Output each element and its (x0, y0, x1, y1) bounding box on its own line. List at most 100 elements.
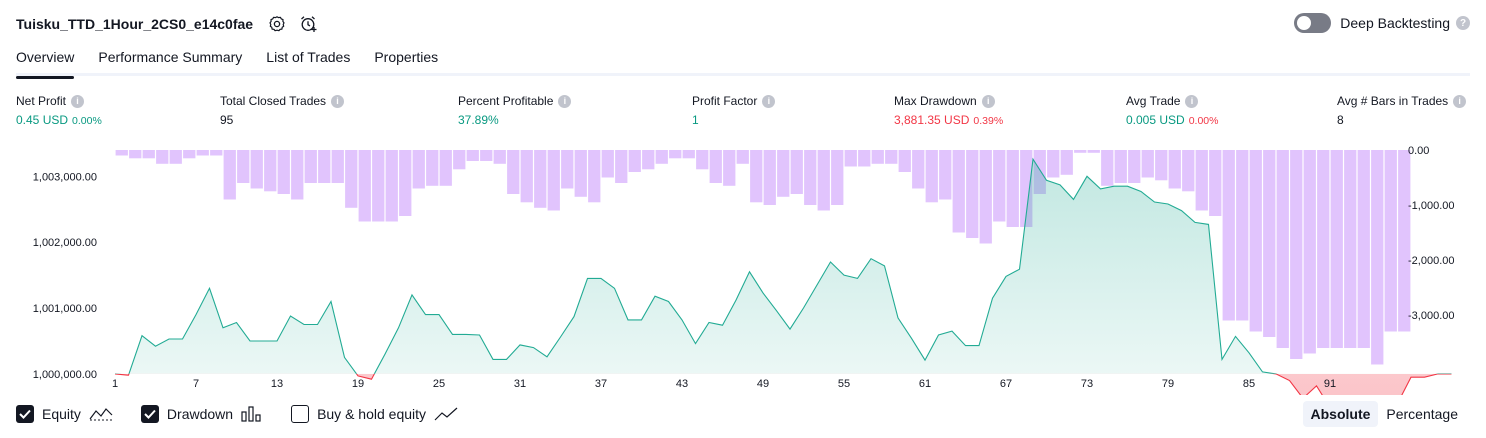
drawdown-bar (156, 150, 169, 164)
drawdown-bar (223, 150, 236, 200)
drawdown-bar (493, 150, 506, 164)
drawdown-bar (331, 150, 344, 183)
buy-hold-checkbox[interactable] (291, 405, 310, 423)
stat-label: Avg Trade (1126, 94, 1181, 108)
drawdown-bar (1344, 150, 1357, 348)
stat-label: Net Profit (16, 94, 67, 108)
x-tick-label: 7 (193, 378, 199, 390)
x-tick-label: 31 (514, 378, 526, 390)
drawdown-bar (669, 150, 682, 159)
stat-value: 0.005 USD (1126, 113, 1185, 127)
drawdown-bar (1047, 150, 1060, 178)
drawdown-bar (372, 150, 385, 222)
drawdown-bar (1060, 150, 1073, 175)
x-tick-label: 67 (1000, 378, 1012, 390)
drawdown-bar (750, 150, 763, 203)
drawdown-bar (1330, 150, 1343, 348)
drawdown-bar (426, 150, 439, 186)
drawdown-bar (439, 150, 452, 186)
stat-percent: 0.00% (72, 115, 102, 127)
stat-value: 37.89% (458, 113, 499, 127)
info-icon[interactable]: i (558, 94, 572, 108)
tab-performance-summary[interactable]: Performance Summary (98, 49, 243, 65)
drawdown-bar (1209, 150, 1222, 216)
drawdown-bar (547, 150, 560, 211)
info-icon[interactable]: i (762, 94, 776, 108)
drawdown-bar (466, 150, 479, 161)
x-tick-label: 61 (919, 378, 931, 390)
drawdown-bar (534, 150, 547, 208)
stat-label: Percent Profitable (458, 94, 554, 108)
right-tick-label: -3,000.00 (1408, 310, 1454, 322)
drawdown-bar (1141, 150, 1154, 178)
x-tick-label: 43 (676, 378, 688, 390)
legend-label: Buy & hold equity (317, 406, 427, 422)
drawdown-bar (925, 150, 938, 203)
equity-line (115, 157, 1452, 374)
settings-gear-icon[interactable] (267, 14, 287, 34)
drawdown-bar (1128, 150, 1141, 183)
drawdown-bar (1222, 150, 1235, 321)
absolute-button[interactable]: Absolute (1302, 401, 1379, 427)
drawdown-bar (912, 150, 925, 189)
equity-drawdown-chart[interactable]: 1,003,000.00 1,002,000.00 1,001,000.00 1,00… (0, 140, 1486, 395)
drawdown-bar (696, 150, 709, 170)
stat-percent: 0.00% (1188, 115, 1219, 127)
stat-percent-profitable: Percent Profitable i 37.89% (458, 93, 572, 127)
tab-properties[interactable]: Properties (374, 49, 439, 65)
drawdown-checkbox[interactable] (140, 405, 159, 423)
stat-label: Profit Factor (692, 94, 758, 108)
drawdown-bars-icon (241, 405, 263, 423)
drawdown-bar (723, 150, 736, 186)
drawdown-bar (237, 150, 250, 183)
equity-checkbox[interactable] (16, 405, 34, 423)
deep-backtesting-toggle[interactable] (1294, 13, 1332, 33)
drawdown-bar (790, 150, 803, 194)
info-icon[interactable]: i (71, 94, 85, 108)
drawdown-bar (291, 150, 304, 200)
drawdown-bar (804, 150, 817, 205)
drawdown-bar (1114, 150, 1127, 183)
drawdown-bar (1276, 150, 1289, 348)
drawdown-bar (183, 150, 196, 159)
legend-buy-hold[interactable]: Buy & hold equity (291, 405, 458, 423)
legend-drawdown[interactable]: Drawdown (140, 405, 263, 423)
drawdown-bar (1303, 150, 1316, 354)
percentage-button[interactable]: Percentage (1386, 406, 1458, 422)
x-tick-label: 49 (757, 378, 769, 390)
buy-hold-line-icon (434, 405, 458, 423)
drawdown-bar (277, 150, 290, 194)
drawdown-bar (777, 150, 790, 197)
left-tick-label: 1,002,000.00 (33, 237, 97, 249)
drawdown-bar (763, 150, 776, 205)
drawdown-bar (358, 150, 371, 222)
drawdown-bar (885, 150, 898, 164)
drawdown-bar (1317, 150, 1330, 348)
info-icon[interactable]: i (331, 94, 345, 108)
stat-value: 0.45 USD (16, 113, 69, 127)
drawdown-bar (142, 150, 155, 159)
drawdown-bar (1384, 150, 1397, 332)
drawdown-bar (1236, 150, 1249, 321)
drawdown-bar (1074, 150, 1087, 153)
info-icon[interactable]: i (1185, 94, 1199, 108)
drawdown-bar (453, 150, 466, 170)
drawdown-bar (1371, 150, 1384, 365)
x-tick-label: 37 (595, 378, 607, 390)
info-icon[interactable]: i (1453, 94, 1467, 108)
stat-max-drawdown: Max Drawdown i 3,881.35 USD 0.39% (894, 93, 1003, 127)
info-icon[interactable]: i (981, 94, 995, 108)
drawdown-bar (1263, 150, 1276, 337)
drawdown-bar (858, 150, 871, 167)
drawdown-bar (979, 150, 992, 244)
left-tick-label: 1,001,000.00 (33, 303, 97, 315)
stat-avg-trade: Avg Trade i 0.005 USD 0.00% (1126, 93, 1218, 127)
drawdown-bar (345, 150, 358, 208)
tab-overview[interactable]: Overview (16, 46, 75, 79)
legend-label: Drawdown (166, 406, 234, 422)
tab-list-of-trades[interactable]: List of Trades (266, 49, 351, 65)
help-icon[interactable]: ? (1456, 16, 1470, 30)
drawdown-bar (1101, 150, 1114, 186)
add-alert-clock-icon[interactable] (299, 14, 319, 34)
legend-equity[interactable]: Equity (16, 405, 113, 423)
